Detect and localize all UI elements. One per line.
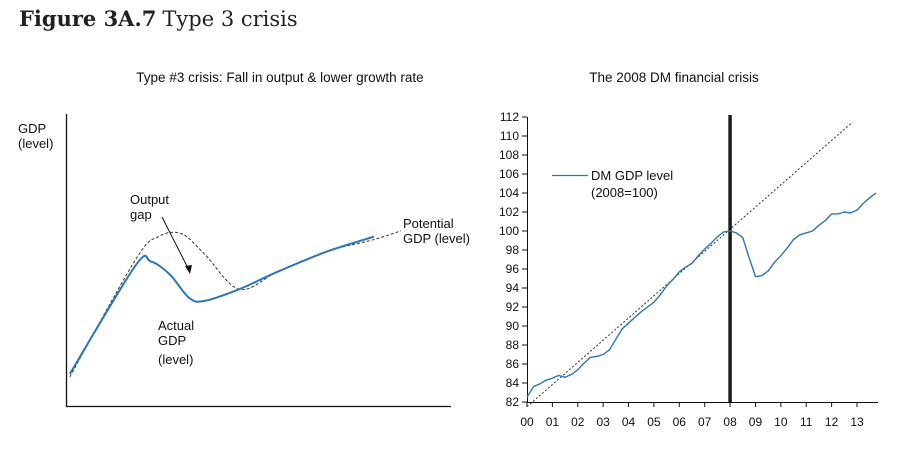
dm-gdp-level-line xyxy=(526,192,877,398)
y-tick-label: 90 xyxy=(506,319,520,333)
output-gap-arrow xyxy=(161,216,191,273)
potential-gdp-line xyxy=(69,230,402,378)
left-chart: Type #3 crisis: Fall in output & lower g… xyxy=(18,70,470,408)
y-tick-label: 100 xyxy=(499,224,519,238)
x-tick-label: 09 xyxy=(749,415,763,429)
x-tick-label: 01 xyxy=(546,415,560,429)
legend-label-line1: DM GDP level xyxy=(591,168,673,183)
y-tick-label: 86 xyxy=(506,357,520,371)
y-tick-label: 108 xyxy=(499,148,519,162)
y-tick-label: 82 xyxy=(506,395,520,409)
x-tick-label: 03 xyxy=(596,415,610,429)
x-tick-label: 05 xyxy=(647,415,661,429)
y-tick-label: 106 xyxy=(499,167,519,181)
actual-gdp-label-line2: GDP xyxy=(158,333,186,348)
left-y-axis-label-line2: (level) xyxy=(18,136,53,151)
x-tick-label: 02 xyxy=(571,415,585,429)
y-tick-label: 112 xyxy=(500,110,519,124)
x-tick-label: 00 xyxy=(520,415,534,429)
x-tick-label: 12 xyxy=(825,415,839,429)
y-tick-label: 102 xyxy=(499,205,519,219)
y-tick-label: 98 xyxy=(506,243,520,257)
x-tick-label: 10 xyxy=(774,415,788,429)
actual-gdp-line xyxy=(68,235,375,375)
potential-gdp-label-line1: Potential xyxy=(403,216,454,231)
left-chart-title: Type #3 crisis: Fall in output & lower g… xyxy=(136,70,423,85)
x-tick-label: 08 xyxy=(723,415,737,429)
output-gap-arrowhead-icon xyxy=(185,265,192,274)
y-tick-label: 94 xyxy=(506,281,520,295)
figure-caption: Type 3 crisis xyxy=(162,7,298,31)
y-tick-label: 96 xyxy=(506,262,520,276)
y-tick-label: 88 xyxy=(506,338,520,352)
figure-title: Figure 3A.7 Type 3 crisis xyxy=(19,6,298,31)
y-tick-label: 110 xyxy=(500,129,519,143)
right-chart-title: The 2008 DM financial crisis xyxy=(589,70,759,85)
output-gap-label-line2: gap xyxy=(130,207,152,222)
x-tick-label: 11 xyxy=(800,415,813,429)
right-chart: The 2008 DM financial crisis 82 84 86 88 90 9… xyxy=(499,70,878,429)
x-tick-label: 13 xyxy=(850,415,864,429)
legend-label-line2: (2008=100) xyxy=(591,185,658,200)
left-y-axis-label-line1: GDP xyxy=(18,121,46,136)
figure-label: Figure 3A.7 xyxy=(19,6,157,31)
actual-gdp-label-line1: Actual xyxy=(158,318,194,333)
y-tick-label: 92 xyxy=(506,300,520,314)
x-tick-label: 07 xyxy=(698,415,712,429)
x-tick-label: 04 xyxy=(622,415,636,429)
output-gap-label-line1: Output xyxy=(130,192,169,207)
actual-gdp-label-line3: (level) xyxy=(158,352,193,367)
y-tick-label: 104 xyxy=(499,186,519,200)
x-tick-label: 06 xyxy=(673,415,687,429)
y-tick-label: 84 xyxy=(506,376,520,390)
potential-gdp-label-line2: GDP (level) xyxy=(403,231,470,246)
